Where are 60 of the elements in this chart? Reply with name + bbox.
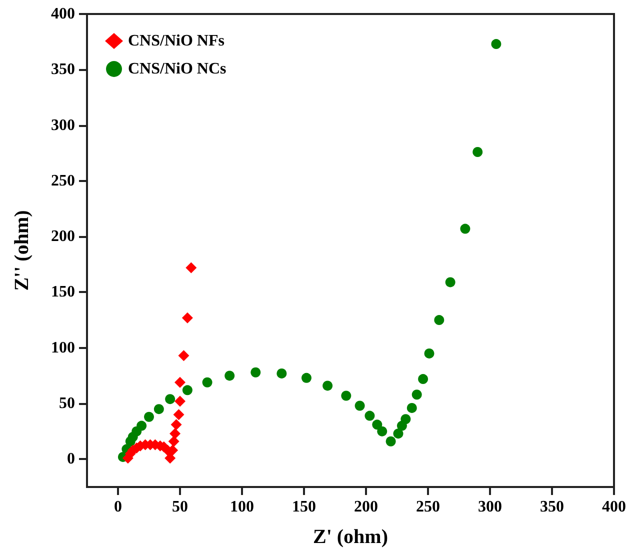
y-tick-label: 150 bbox=[51, 284, 75, 301]
point bbox=[178, 350, 190, 362]
point bbox=[491, 39, 502, 50]
x-tick-label: 200 bbox=[354, 498, 378, 516]
point bbox=[170, 419, 182, 430]
y-tick-label: 350 bbox=[51, 61, 75, 78]
y-axis-title: Z'' (ohm) bbox=[11, 210, 33, 291]
point bbox=[400, 414, 411, 424]
point bbox=[224, 370, 235, 381]
point bbox=[377, 426, 388, 436]
x-axis-title: Z' (ohm) bbox=[313, 526, 388, 548]
point bbox=[445, 277, 456, 288]
point bbox=[144, 412, 154, 422]
x-tick-label: 50 bbox=[172, 498, 188, 516]
point bbox=[460, 224, 470, 234]
y-tick-label: 50 bbox=[59, 395, 75, 412]
point bbox=[168, 436, 180, 447]
point bbox=[412, 390, 422, 400]
point bbox=[165, 394, 176, 404]
x-tick-label: 300 bbox=[478, 498, 502, 516]
point bbox=[202, 377, 212, 388]
point bbox=[354, 400, 365, 411]
point bbox=[364, 410, 375, 421]
y-tick-label: 400 bbox=[51, 6, 75, 22]
y-tick-label: 200 bbox=[51, 228, 75, 246]
point bbox=[418, 374, 428, 384]
y-tick-label: 300 bbox=[51, 116, 75, 134]
point bbox=[182, 312, 193, 324]
point bbox=[174, 396, 186, 407]
point bbox=[170, 428, 181, 440]
x-tick-label: 150 bbox=[292, 498, 316, 516]
point bbox=[276, 368, 287, 378]
point bbox=[164, 452, 176, 464]
legend-label: CNS/NiO NCs bbox=[128, 60, 226, 78]
point bbox=[372, 420, 382, 430]
point bbox=[250, 367, 261, 378]
point bbox=[182, 385, 192, 396]
point bbox=[341, 390, 352, 401]
x-tick-label: 350 bbox=[540, 498, 564, 516]
point bbox=[301, 372, 312, 383]
x-tick-label: 100 bbox=[230, 498, 254, 516]
x-tick-label: 250 bbox=[416, 498, 440, 516]
point bbox=[186, 262, 197, 274]
point bbox=[322, 380, 333, 391]
x-tick-label: 0 bbox=[114, 498, 122, 516]
legend-label: CNS/NiO NFs bbox=[128, 32, 224, 50]
y-tick-label: 0 bbox=[67, 450, 75, 468]
point bbox=[136, 420, 147, 431]
point bbox=[386, 436, 396, 446]
point bbox=[424, 348, 434, 358]
point bbox=[393, 428, 404, 439]
point bbox=[173, 409, 184, 420]
point bbox=[406, 402, 417, 413]
y-tick-label: 250 bbox=[51, 172, 75, 190]
point bbox=[472, 147, 483, 157]
y-tick-label: 100 bbox=[51, 339, 75, 356]
point bbox=[154, 404, 164, 414]
point bbox=[434, 315, 444, 326]
point bbox=[174, 376, 186, 388]
x-tick-label: 400 bbox=[602, 498, 626, 516]
